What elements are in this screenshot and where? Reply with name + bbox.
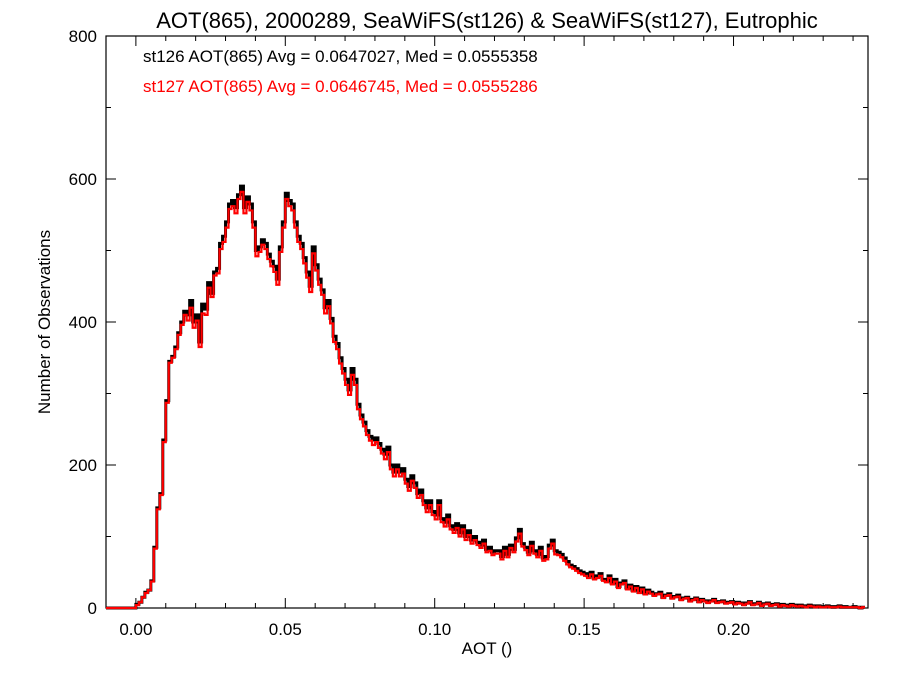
x-tick-label: 0.05: [269, 620, 302, 639]
annotation-st126: st126 AOT(865) Avg = 0.0647027, Med = 0.…: [143, 47, 538, 66]
annotation-st127: st127 AOT(865) Avg = 0.0646745, Med = 0.…: [143, 77, 538, 96]
y-tick-label: 600: [69, 170, 97, 189]
axis-ticks: [105, 35, 868, 609]
y-axis-label: Number of Observations: [35, 230, 54, 414]
x-axis-label: AOT (): [462, 639, 513, 658]
y-tick-label: 200: [69, 456, 97, 475]
y-tick-label: 400: [69, 313, 97, 332]
chart-title: AOT(865), 2000289, SeaWiFS(st126) & SeaW…: [156, 8, 818, 33]
series-line-st127: [106, 190, 866, 610]
axis-tick-labels: 0.00 0.05 0.10 0.15 0.20 0 200 400 600 800: [69, 27, 750, 639]
y-tick-label: 800: [69, 27, 97, 46]
x-tick-label: 0.00: [119, 620, 152, 639]
y-tick-label: 0: [88, 599, 97, 618]
plot-frame: [105, 35, 869, 609]
x-tick-label: 0.15: [568, 620, 601, 639]
x-tick-label: 0.10: [418, 620, 451, 639]
x-tick-label: 0.20: [717, 620, 750, 639]
